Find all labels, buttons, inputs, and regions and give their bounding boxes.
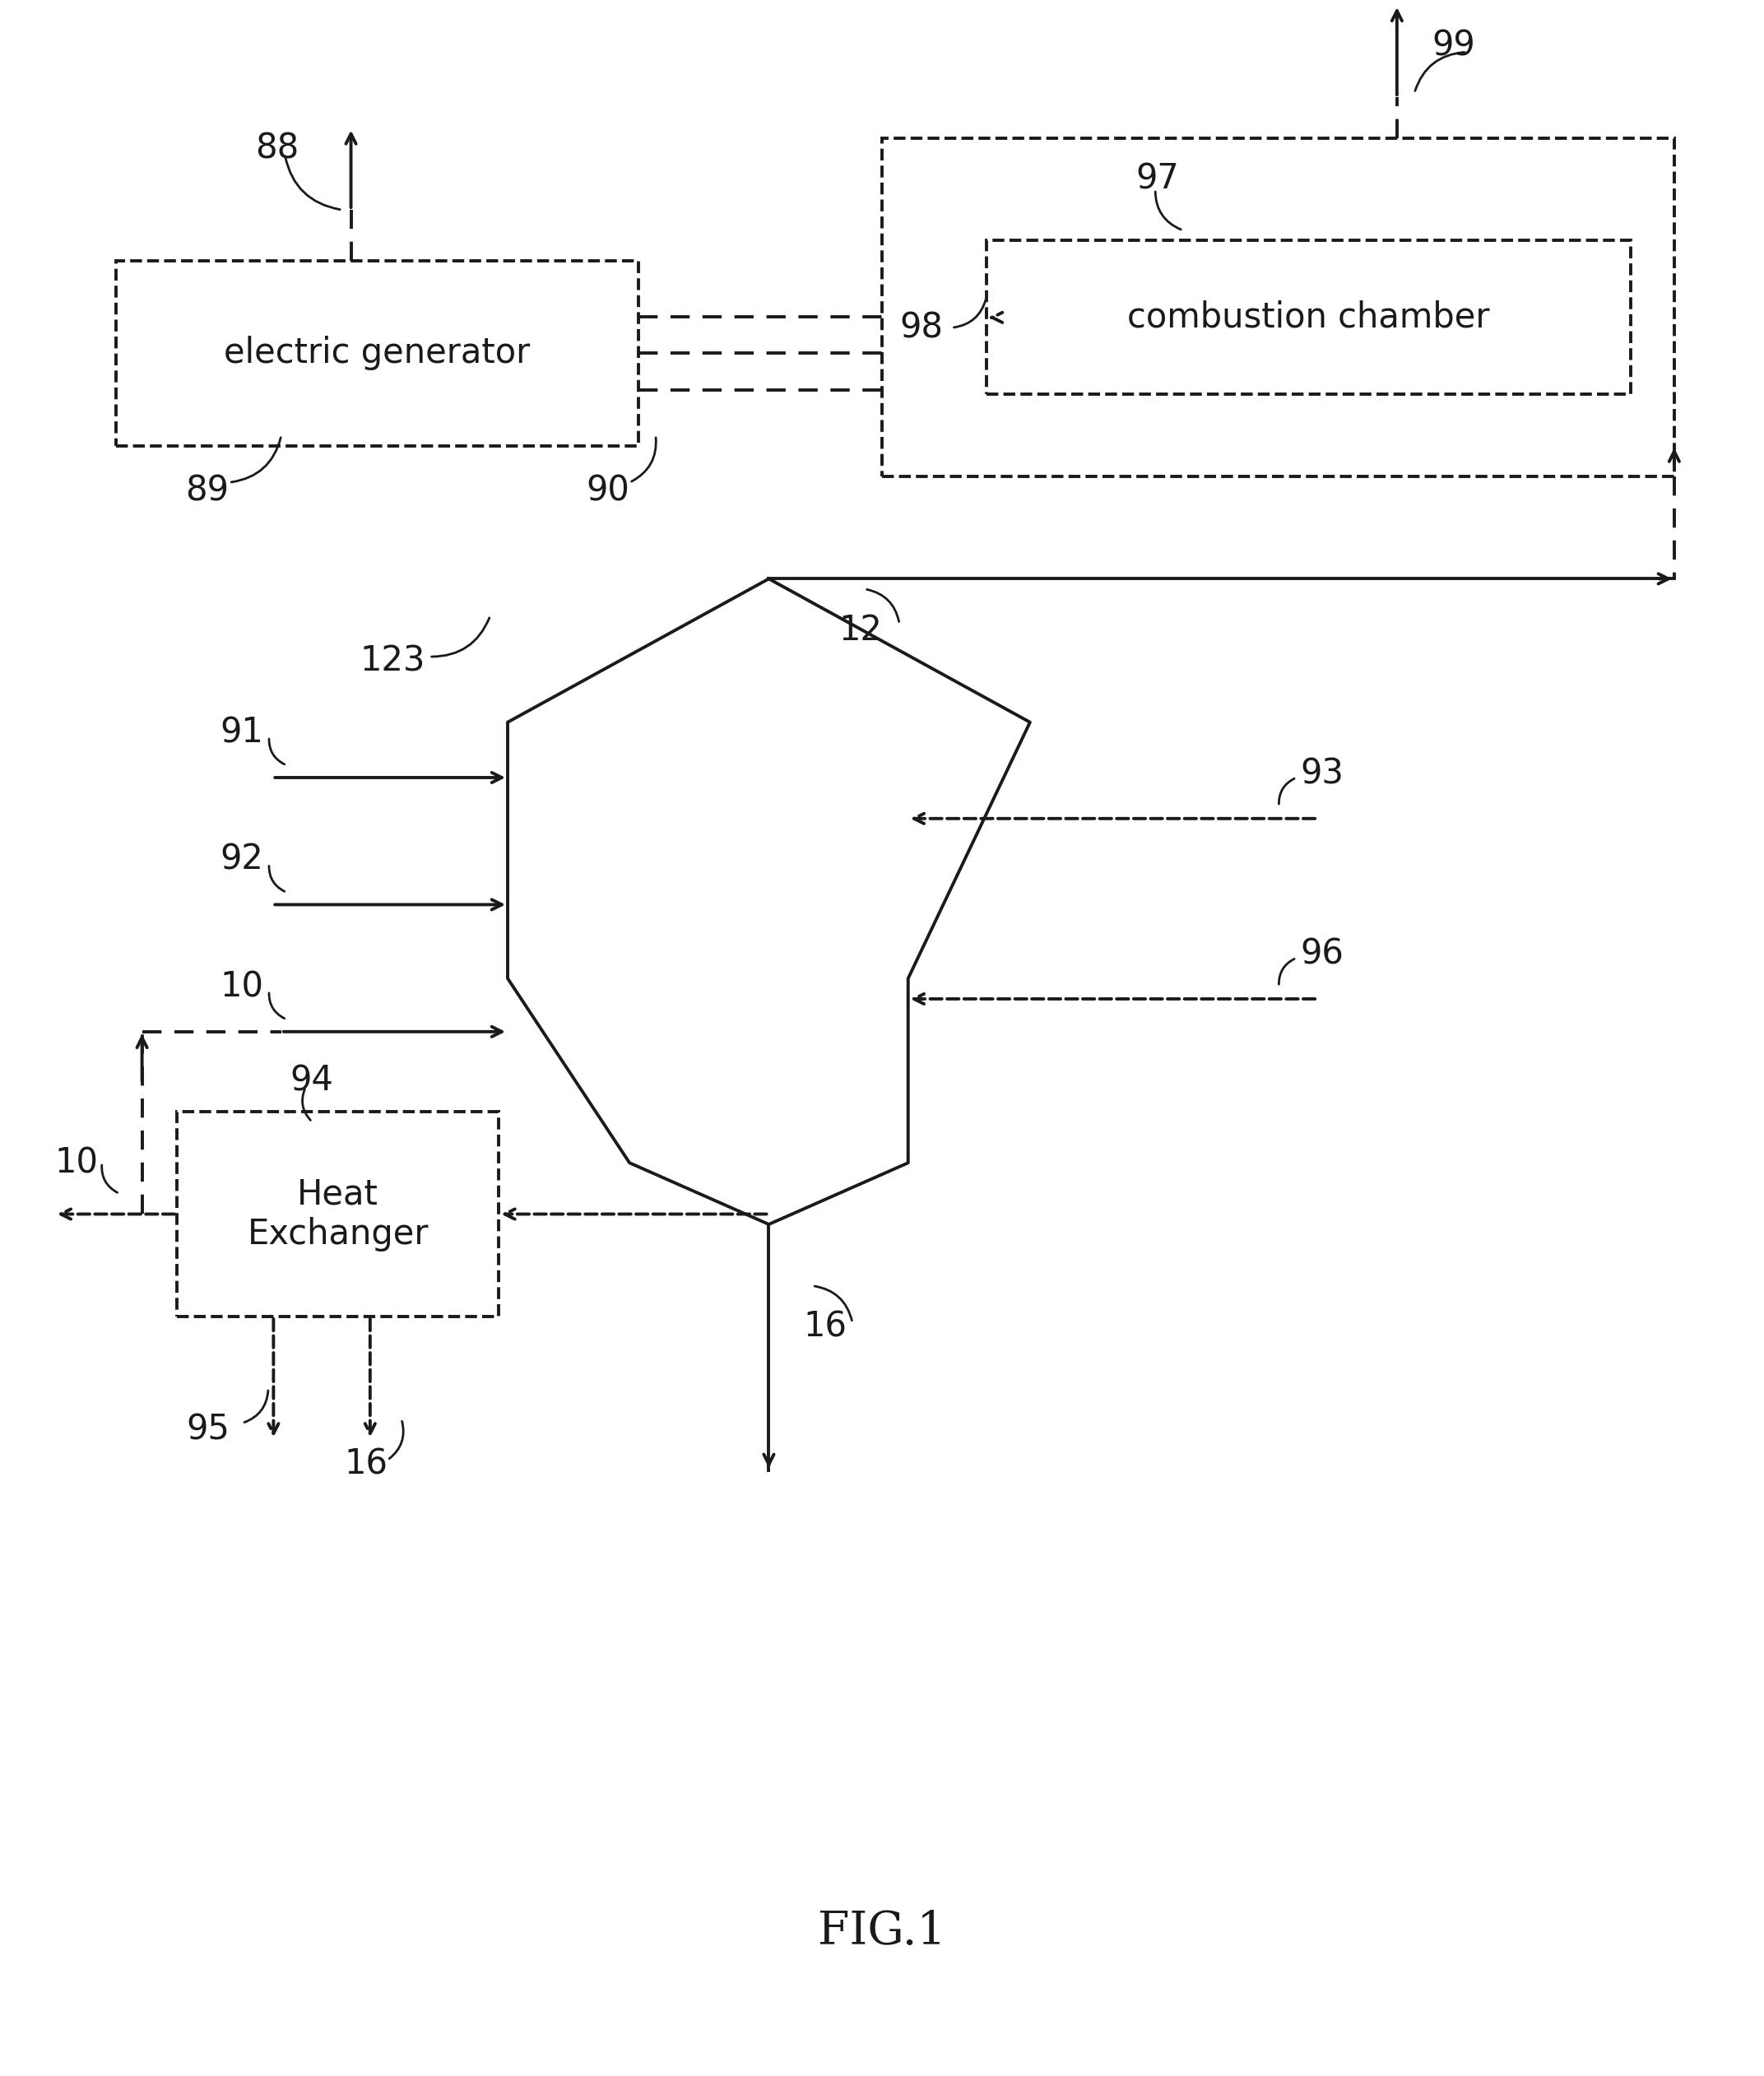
- Text: 93: 93: [1300, 756, 1344, 791]
- Text: 12: 12: [838, 612, 882, 648]
- Text: 98: 98: [900, 311, 944, 345]
- Bar: [176, 1111, 499, 1316]
- Text: 90: 90: [586, 473, 630, 509]
- Bar: [116, 262, 639, 446]
- Text: 16: 16: [344, 1447, 388, 1482]
- Text: 92: 92: [220, 843, 265, 876]
- Text: 97: 97: [1136, 162, 1178, 197]
- Text: 89: 89: [185, 473, 229, 509]
- Text: 88: 88: [256, 131, 300, 166]
- Text: 10: 10: [55, 1146, 99, 1179]
- Text: 94: 94: [289, 1063, 333, 1098]
- Text: 10: 10: [220, 969, 265, 1005]
- Text: 16: 16: [804, 1310, 847, 1343]
- Bar: [882, 139, 1674, 475]
- Text: 91: 91: [220, 716, 265, 749]
- Text: 95: 95: [187, 1412, 229, 1447]
- Text: electric generator: electric generator: [224, 336, 531, 372]
- Text: 99: 99: [1432, 29, 1475, 62]
- Text: FIG.1: FIG.1: [818, 1908, 946, 1954]
- Text: 123: 123: [360, 644, 425, 679]
- Bar: [986, 241, 1630, 394]
- Text: 96: 96: [1300, 936, 1344, 972]
- Text: combustion chamber: combustion chamber: [1127, 301, 1491, 334]
- Text: Heat
Exchanger: Heat Exchanger: [247, 1177, 429, 1252]
